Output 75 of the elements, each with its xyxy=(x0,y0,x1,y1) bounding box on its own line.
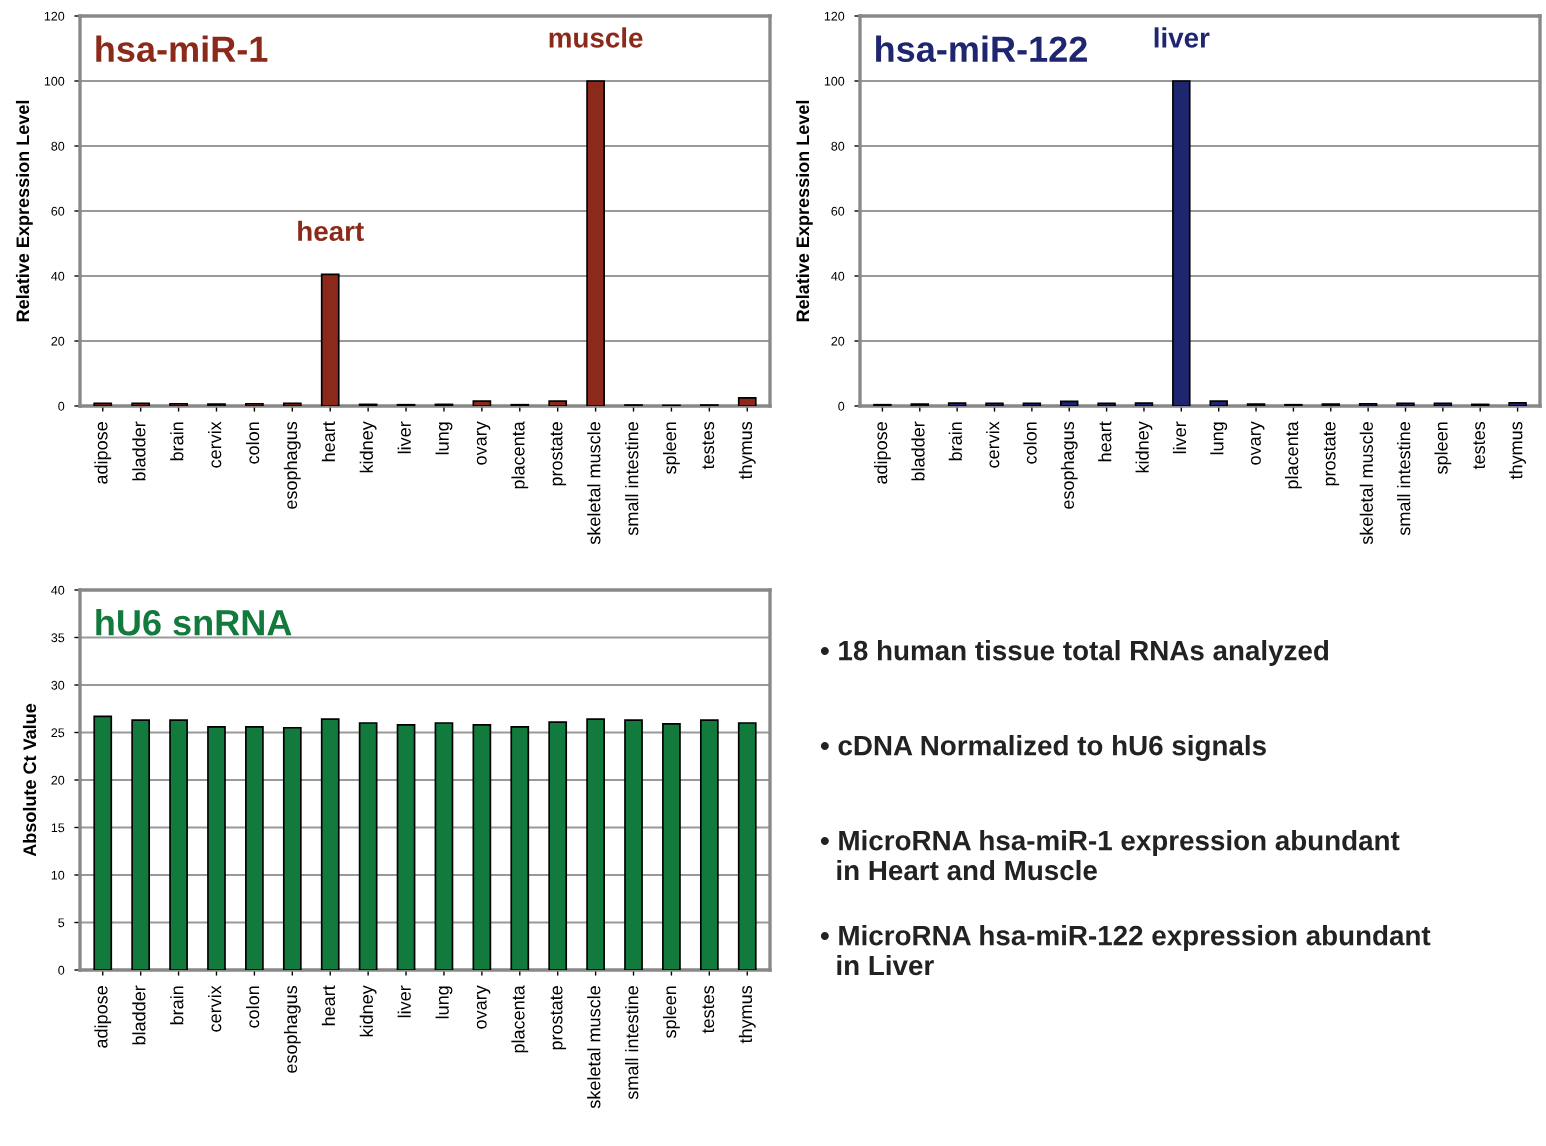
x-tick-label: brain xyxy=(170,986,184,1025)
x-tick-label: thymus xyxy=(738,985,756,1044)
x-tick-label: spleen xyxy=(663,422,680,474)
text: • 18 human tissue total RNAs analyzed xyxy=(820,640,1329,666)
x-tick-label: colon xyxy=(245,986,260,1028)
bar xyxy=(1209,400,1228,406)
chart-title: hsa-miR-122 xyxy=(876,35,1087,63)
x-tick-label: brain xyxy=(948,422,962,461)
x-tick-label: cervix xyxy=(986,421,1000,468)
bar xyxy=(586,80,605,406)
x-tick-label: small intestine xyxy=(1397,422,1411,536)
x-tick-label: lung xyxy=(435,422,453,455)
x-tick-label: bladder xyxy=(911,421,925,481)
bar xyxy=(548,400,568,406)
x-tick-label: kidney xyxy=(359,985,377,1037)
x-tick-label: kidney xyxy=(1135,421,1153,473)
bar xyxy=(1059,400,1079,406)
x-tick-label: spleen xyxy=(663,986,680,1038)
x-tick-label: testes xyxy=(1473,421,1486,470)
x-tick-label: adipose xyxy=(94,986,112,1048)
bar xyxy=(472,400,492,406)
y-axis-title: Relative Expression Level xyxy=(795,100,813,322)
x-tick-label: prostate xyxy=(550,422,567,486)
x-tick-label: liver xyxy=(397,421,411,454)
x-tick-label: ovary xyxy=(476,421,491,465)
x-tick-label: placenta xyxy=(511,985,529,1053)
x-tick-label: thymus xyxy=(738,421,756,480)
annotation: heart xyxy=(298,220,364,242)
chart-title: hU6 snRNA xyxy=(96,609,292,636)
x-tick-label: bladder xyxy=(132,421,146,481)
x-tick-label: liver xyxy=(1172,421,1187,454)
x-tick-label: small intestine xyxy=(625,986,639,1100)
x-tick-label: skeletal muscle xyxy=(587,986,601,1109)
annotation: muscle xyxy=(549,27,643,48)
text: • cDNA Normalized to hU6 signals xyxy=(820,735,1266,762)
x-tick-label: esophagus xyxy=(283,985,301,1073)
x-tick-label: prostate xyxy=(1323,422,1340,486)
y-axis-title: Relative Expression Level xyxy=(15,100,33,322)
x-tick-label: skeletal muscle xyxy=(1359,422,1373,545)
x-tick-label: esophagus xyxy=(283,421,301,509)
bar xyxy=(737,397,757,406)
y-axis-title: Absolute Ct Value xyxy=(22,703,37,857)
x-tick-label: brain xyxy=(170,422,184,461)
text: • MicroRNA hsa-miR-122 expression abundant in Liver xyxy=(820,925,1431,976)
chart-title: hsa-miR-1 xyxy=(96,35,268,63)
x-tick-label: spleen xyxy=(1434,422,1452,474)
x-tick-label: thymus xyxy=(1509,421,1526,480)
x-tick-label: prostate xyxy=(550,986,567,1050)
x-tick-label: adipose xyxy=(874,422,891,484)
x-tick-label: skeletal muscle xyxy=(587,422,601,545)
x-tick-label: heart xyxy=(321,421,336,462)
x-tick-label: cervix xyxy=(208,985,222,1032)
x-tick-label: ovary xyxy=(1251,421,1265,465)
x-tick-label: liver xyxy=(397,985,411,1018)
x-tick-label: colon xyxy=(245,422,260,464)
x-tick-label: cervix xyxy=(208,421,222,468)
x-tick-label: small intestine xyxy=(625,422,639,536)
x-tick-label: ovary xyxy=(476,985,491,1029)
x-tick-label: esophagus xyxy=(1060,421,1078,509)
x-tick-label: kidney xyxy=(359,421,377,473)
x-tick-label: placenta xyxy=(1284,421,1302,489)
x-tick-label: colon xyxy=(1023,422,1037,464)
x-tick-label: bladder xyxy=(132,985,146,1045)
x-tick-label: lung xyxy=(435,986,453,1019)
bar xyxy=(320,273,340,406)
x-tick-label: testes xyxy=(702,985,715,1034)
x-tick-label: heart xyxy=(1098,421,1112,462)
x-tick-label: heart xyxy=(321,985,336,1026)
text: • MicroRNA hsa-miR-1 expression abundant in Heart and Muscle xyxy=(820,830,1400,881)
x-tick-label: placenta xyxy=(511,421,529,489)
annotation: liver xyxy=(1154,27,1210,48)
x-tick-label: adipose xyxy=(94,422,112,484)
bar xyxy=(1172,80,1191,406)
x-tick-label: testes xyxy=(702,421,715,470)
x-tick-label: lung xyxy=(1210,422,1228,455)
